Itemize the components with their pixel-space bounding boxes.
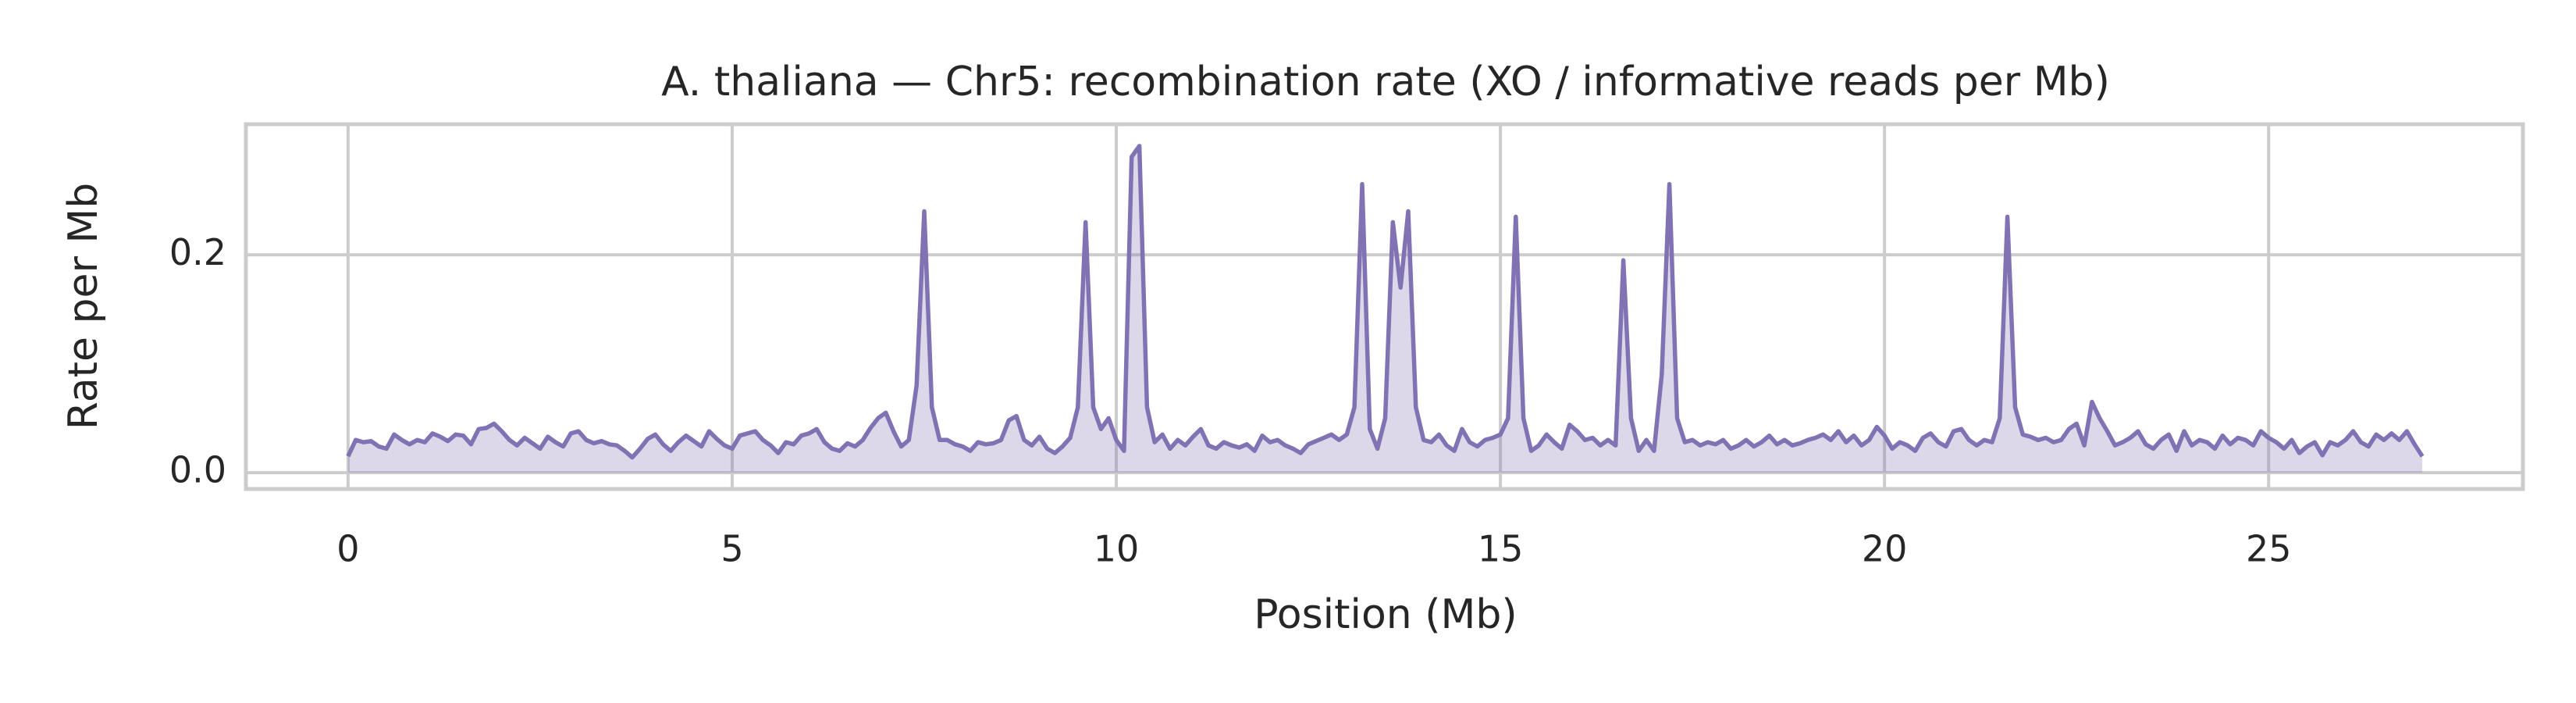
y-tick-label: 0.0 xyxy=(169,449,226,491)
axes-frame xyxy=(244,122,2525,491)
x-tick-label: 25 xyxy=(2246,528,2292,570)
chart-title: A. thaliana — Chr5: recombination rate (… xyxy=(661,59,2110,105)
area-fill xyxy=(347,145,2423,473)
y-axis-label: Rate per Mb xyxy=(60,183,107,430)
x-axis-label: Position (Mb) xyxy=(1254,591,1517,638)
line xyxy=(346,144,2425,460)
x-tick-label: 10 xyxy=(1094,528,1140,570)
x-tick-label: 15 xyxy=(1478,528,1524,570)
y-tick-label: 0.2 xyxy=(169,231,226,273)
x-tick-label: 20 xyxy=(1862,528,1908,570)
x-tick-label: 0 xyxy=(336,528,359,570)
x-tick-label: 5 xyxy=(720,528,743,570)
